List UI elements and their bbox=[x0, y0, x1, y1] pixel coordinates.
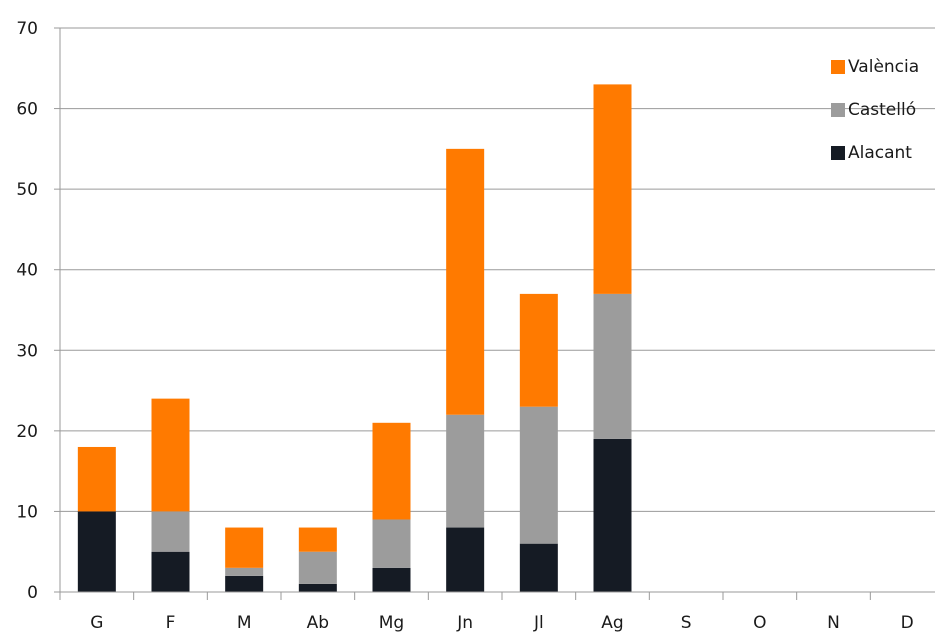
legend-label-alacant: Alacant bbox=[848, 143, 912, 163]
x-tick-label: Ab bbox=[307, 613, 329, 633]
bar-alacant-f bbox=[151, 551, 190, 592]
bar-castelló-jn bbox=[446, 414, 485, 528]
x-tick-label: D bbox=[901, 613, 914, 633]
axes: 0 10 20 30 40 50 60 70 G F M Ab Mg Jn Jl Ag S O N D bbox=[16, 19, 935, 633]
bar-castelló-m bbox=[225, 567, 264, 576]
bar-alacant-mg bbox=[372, 567, 411, 592]
y-tick-label: 30 bbox=[16, 341, 38, 361]
legend-swatch-valència bbox=[831, 60, 845, 74]
bar-alacant-m bbox=[225, 575, 264, 592]
bar-valència-g bbox=[77, 446, 116, 512]
y-tick-label: 50 bbox=[16, 180, 38, 200]
legend-swatch-castelló bbox=[831, 103, 845, 117]
y-tick-label: 10 bbox=[16, 502, 38, 522]
bar-castelló-ab bbox=[298, 551, 337, 584]
bar-alacant-g bbox=[77, 511, 116, 592]
x-tick-label: Jl bbox=[533, 613, 544, 633]
bar-valència-f bbox=[151, 398, 190, 512]
legend-label-castelló: Castelló bbox=[848, 100, 916, 120]
x-tick-label: Jn bbox=[456, 613, 473, 633]
y-tick-label: 70 bbox=[16, 19, 38, 39]
x-tick-label: G bbox=[90, 613, 103, 633]
x-tick-label: Ag bbox=[601, 613, 623, 633]
bar-valència-ab bbox=[298, 527, 337, 552]
legend-label-valència: València bbox=[848, 57, 919, 77]
bar-valència-jl bbox=[519, 293, 558, 407]
y-tick-label: 60 bbox=[16, 100, 38, 120]
y-tick-label: 20 bbox=[16, 422, 38, 442]
bar-valència-mg bbox=[372, 422, 411, 520]
x-tick-label: S bbox=[681, 613, 692, 633]
y-tick-label: 0 bbox=[27, 583, 38, 603]
y-tick-label: 40 bbox=[16, 261, 38, 281]
x-tick-label: O bbox=[753, 613, 766, 633]
bar-valència-ag bbox=[593, 84, 632, 294]
bar-alacant-ab bbox=[298, 583, 337, 592]
x-tick-label: Mg bbox=[379, 613, 404, 633]
bars bbox=[77, 84, 632, 592]
bar-valència-jn bbox=[446, 148, 485, 415]
bar-castelló-mg bbox=[372, 519, 411, 568]
bar-castelló-ag bbox=[593, 293, 632, 439]
x-tick-label: F bbox=[166, 613, 176, 633]
bar-valència-m bbox=[225, 527, 264, 568]
bar-castelló-jl bbox=[519, 406, 558, 544]
gridlines bbox=[60, 27, 935, 512]
legend-swatch-alacant bbox=[831, 146, 845, 160]
bar-alacant-jl bbox=[519, 543, 558, 592]
bar-castelló-f bbox=[151, 511, 190, 552]
legend: València Castelló Alacant bbox=[831, 57, 919, 163]
bar-alacant-ag bbox=[593, 438, 632, 592]
x-tick-label: N bbox=[827, 613, 840, 633]
bar-alacant-jn bbox=[446, 527, 485, 592]
x-tick-label: M bbox=[237, 613, 252, 633]
